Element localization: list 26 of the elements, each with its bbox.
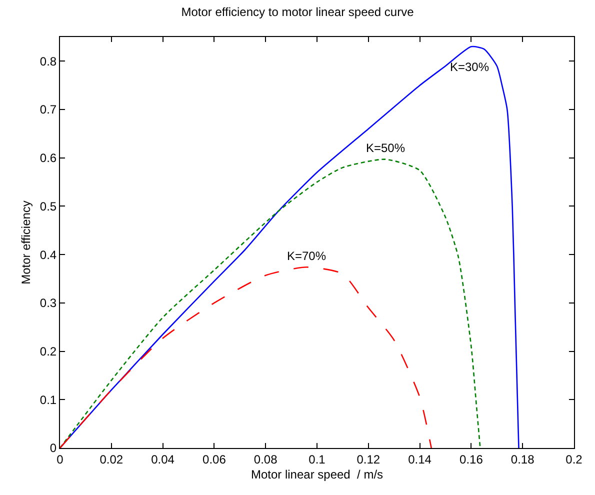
y-axis-title: Motor efficiency (19, 200, 34, 284)
series-label: K=50% (366, 141, 406, 155)
x-tick-label: 0.12 (356, 452, 380, 466)
y-tick-label: 0.3 (40, 296, 57, 310)
series-label: K=70% (287, 249, 326, 263)
y-tick-label: 0.2 (40, 344, 57, 358)
x-tick-label: 0.1 (308, 452, 326, 466)
x-tick-label: 0.06 (202, 452, 226, 466)
y-tick-label: 0.4 (40, 248, 57, 262)
y-tick-label: 0.7 (40, 102, 57, 117)
y-tick-label: 0.6 (40, 151, 57, 166)
y-tick-label: 0.5 (40, 199, 57, 214)
x-tick-label: 0.2 (566, 452, 583, 466)
y-tick-label: 0.8 (40, 54, 57, 68)
chart-title: Motor efficiency to motor linear speed curve (181, 4, 414, 19)
x-tick-label: 0.16 (460, 452, 484, 466)
y-tick-label: 0.1 (40, 392, 57, 407)
series-label: K=30% (450, 60, 490, 74)
y-tick-label: 0 (50, 441, 57, 456)
x-tick-label: 0.08 (254, 452, 278, 466)
x-tick-label: 0.18 (510, 452, 535, 466)
x-tick-label: 0.14 (408, 452, 432, 466)
line-series (60, 158, 481, 448)
x-axis-title: Motor linear speed / m/s (250, 467, 384, 482)
x-tick-label: 0.02 (100, 452, 124, 466)
x-tick-label: 0.04 (151, 452, 175, 466)
